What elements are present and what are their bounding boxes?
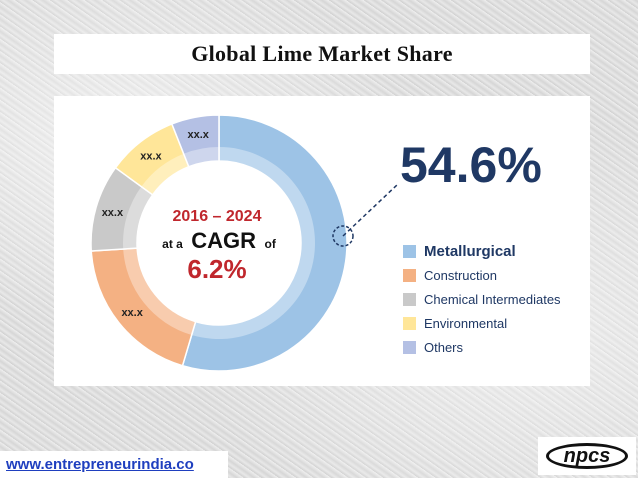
npcs-logo: npcs [538,437,636,475]
chart-title: Global Lime Market Share [191,41,453,66]
legend-swatch-chemical-intermediates [403,293,416,306]
slice-label-environmental: xx.x [140,150,162,162]
slice-inner-ring-others [183,147,219,167]
legend-label-environmental: Environmental [424,316,507,331]
legend: Metallurgical Construction Chemical Interm… [403,243,561,355]
legend-swatch-others [403,341,416,354]
footer-url-link[interactable]: www.entrepreneurindia.co [6,456,194,473]
title-box: Global Lime Market Share [54,34,590,74]
slice-inner-ring-environmental [141,153,189,195]
slice-label-others: xx.x [187,129,209,141]
legend-swatch-environmental [403,317,416,330]
logo-oval: npcs [546,443,628,469]
legend-label-construction: Construction [424,268,497,283]
legend-label-metallurgical: Metallurgical [424,243,516,260]
legend-label-others: Others [424,340,464,355]
slice-inner-ring-construction [123,248,196,336]
center-cagr-suffix: of [265,237,277,251]
chart-panel: xx.x xx.x xx.x xx.x 2016 – 2024 at a CAGR o… [54,96,590,386]
callout-circle [332,225,354,247]
slice-inner-ring-chemical-intermediates [123,186,153,250]
center-cagr-prefix: at a [162,237,183,251]
center-cagr-value: 6.2% [187,254,246,284]
footer-link-box: www.entrepreneurindia.co [0,451,228,478]
legend-swatch-construction [403,269,416,282]
center-cagr-word: CAGR [191,228,256,253]
highlight-value: 54.6% [400,137,542,193]
legend-label-chemical-intermediates: Chemical Intermediates [424,292,561,307]
legend-swatch-metallurgical [403,245,416,258]
center-cagr-line: at a CAGR of [162,228,277,253]
donut-hole [137,161,301,325]
donut-chart: xx.x xx.x xx.x xx.x 2016 – 2024 at a CAGR o… [90,114,561,372]
callout-line [342,183,399,237]
center-period: 2016 – 2024 [173,208,262,225]
slice-label-construction: xx.x [121,307,143,319]
logo-text: npcs [563,444,611,467]
slice-label-chemical-intermediates: xx.x [102,207,124,219]
